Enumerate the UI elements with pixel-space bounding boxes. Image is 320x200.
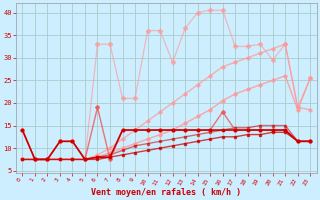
X-axis label: Vent moyen/en rafales ( km/h ): Vent moyen/en rafales ( km/h ): [91, 188, 241, 197]
